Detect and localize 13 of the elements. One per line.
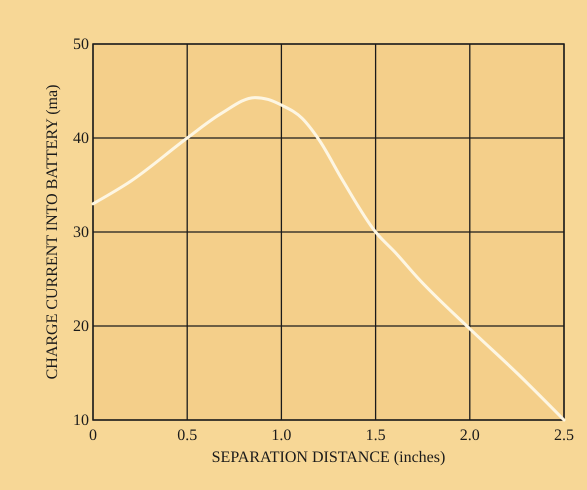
x-tick-label: 0.5 bbox=[177, 427, 198, 444]
y-axis-title: CHARGE CURRENT INTO BATTERY (ma) bbox=[44, 84, 61, 380]
y-tick-label: 30 bbox=[73, 224, 89, 241]
x-tick-label: 1.5 bbox=[366, 427, 386, 444]
x-tick-label: 2.5 bbox=[554, 427, 574, 444]
y-tick-label: 10 bbox=[73, 412, 89, 429]
x-tick-label: 1.0 bbox=[271, 427, 292, 444]
x-tick-label: 0 bbox=[89, 427, 97, 444]
y-tick-label: 40 bbox=[73, 130, 89, 147]
y-tick-label: 50 bbox=[73, 36, 89, 53]
x-axis-title: SEPARATION DISTANCE (inches) bbox=[212, 449, 446, 466]
y-tick-label: 20 bbox=[73, 318, 89, 335]
x-tick-label: 2.0 bbox=[460, 427, 480, 444]
